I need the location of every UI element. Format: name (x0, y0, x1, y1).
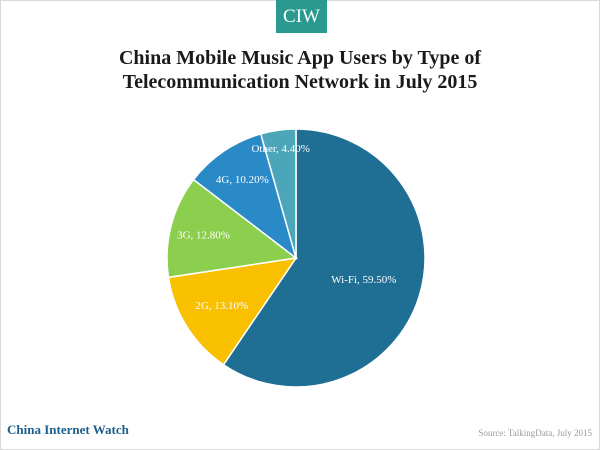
chart-title: China Mobile Music App Users by Type of … (0, 46, 600, 94)
pie-label-4g: 4G, 10.20% (216, 174, 269, 186)
pie-slice-2g (167, 257, 298, 366)
footer-brand: China Internet Watch (7, 422, 129, 437)
footer-source: Source: TalkingData, July 2015 (478, 428, 592, 438)
pie-label-3g: 3G, 12.80% (177, 229, 230, 241)
chart-title-line-2: Telecommunication Network in July 2015 (122, 71, 478, 93)
chart-title-line-1: China Mobile Music App Users by Type of (118, 47, 482, 69)
ciw-logo: CIW (276, 0, 327, 33)
pie-label-other: Other, 4.40% (251, 143, 310, 155)
pie-label-2g: 2G, 13.10% (195, 300, 248, 312)
pie-slice-3g (166, 178, 298, 279)
pie-slice-4g (192, 132, 298, 260)
pie-label-wi-fi: Wi-Fi, 59.50% (331, 274, 396, 286)
logo-text: CIW (283, 5, 320, 27)
pie-slice-other (259, 128, 297, 259)
pie-slice-wi-fi (222, 128, 426, 388)
